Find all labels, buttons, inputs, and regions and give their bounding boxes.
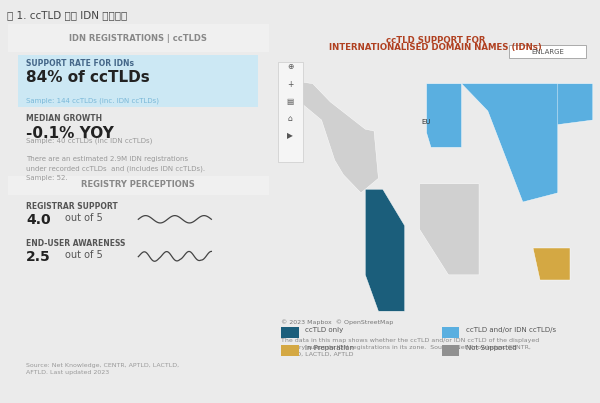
Text: There are an estimated 2.9M IDN registrations
under recorded ccTLDs  and (includ: There are an estimated 2.9M IDN registra… xyxy=(26,156,205,181)
Text: The data in this map shows whether the ccTLD and/or IDN ccTLD of the displayed
c: The data in this map shows whether the c… xyxy=(281,338,539,357)
Polygon shape xyxy=(427,84,461,147)
Polygon shape xyxy=(419,184,479,275)
Text: ⊕: ⊕ xyxy=(287,62,293,71)
Text: Source: Net Knowledge, CENTR, APTLD, LACTLD,
AFTLD. Last updated 2023: Source: Net Knowledge, CENTR, APTLD, LAC… xyxy=(26,364,179,376)
Text: IDN REGISTRATIONS | ccTLDS: IDN REGISTRATIONS | ccTLDS xyxy=(70,33,207,43)
Text: In Preparation: In Preparation xyxy=(305,345,354,351)
Text: REGISTRAR SUPPORT: REGISTRAR SUPPORT xyxy=(26,202,118,211)
Polygon shape xyxy=(533,247,570,280)
Text: ccTLD SUPPORT FOR: ccTLD SUPPORT FOR xyxy=(386,36,485,45)
Text: REGISTRY PERCEPTIONS: REGISTRY PERCEPTIONS xyxy=(82,180,195,189)
Text: ENLARGE: ENLARGE xyxy=(531,49,564,55)
Bar xyxy=(8,24,269,52)
Bar xyxy=(442,345,460,356)
Text: 4.0: 4.0 xyxy=(26,213,50,227)
Text: ▤: ▤ xyxy=(287,97,294,106)
Text: -0.1% YOY: -0.1% YOY xyxy=(26,126,114,141)
Text: 84% of ccTLDs: 84% of ccTLDs xyxy=(26,70,150,85)
Bar xyxy=(509,46,586,58)
Text: EU: EU xyxy=(422,119,431,125)
Bar xyxy=(281,327,299,339)
Polygon shape xyxy=(461,84,558,202)
Text: MEDIAN GROWTH: MEDIAN GROWTH xyxy=(26,114,102,123)
Bar xyxy=(281,345,299,356)
Bar xyxy=(18,55,259,107)
Text: 2.5: 2.5 xyxy=(26,250,51,264)
Text: Sample: 40 ccTLDs (inc IDN ccTLDs): Sample: 40 ccTLDs (inc IDN ccTLDs) xyxy=(26,138,152,144)
Text: 图 1. ccTLD 中的 IDN 统计数据: 图 1. ccTLD 中的 IDN 统计数据 xyxy=(7,10,127,20)
Text: ccTLD and/or IDN ccTLD/s: ccTLD and/or IDN ccTLD/s xyxy=(466,327,556,333)
Text: END-USER AWARENESS: END-USER AWARENESS xyxy=(26,239,125,248)
Text: ccTLD only: ccTLD only xyxy=(305,327,344,333)
Text: SUPPORT RATE FOR IDNs: SUPPORT RATE FOR IDNs xyxy=(26,59,134,68)
Text: © 2023 Mapbox  © OpenStreetMap: © 2023 Mapbox © OpenStreetMap xyxy=(281,320,394,325)
Bar xyxy=(442,327,460,339)
Text: ▶: ▶ xyxy=(287,131,293,140)
Text: INTERNATIONALISED DOMAIN NAMES (IDNs): INTERNATIONALISED DOMAIN NAMES (IDNs) xyxy=(329,43,542,52)
Text: ⌂: ⌂ xyxy=(288,114,293,123)
Text: out of 5: out of 5 xyxy=(65,213,103,223)
Polygon shape xyxy=(288,80,379,193)
Polygon shape xyxy=(461,84,593,129)
Text: out of 5: out of 5 xyxy=(65,250,103,260)
Bar xyxy=(8,177,269,195)
Text: +: + xyxy=(287,79,293,89)
Text: Sample: 144 ccTLDs (inc. IDN ccTLDs): Sample: 144 ccTLDs (inc. IDN ccTLDs) xyxy=(26,98,159,104)
Text: Not Supported: Not Supported xyxy=(466,345,517,351)
Polygon shape xyxy=(365,189,404,311)
